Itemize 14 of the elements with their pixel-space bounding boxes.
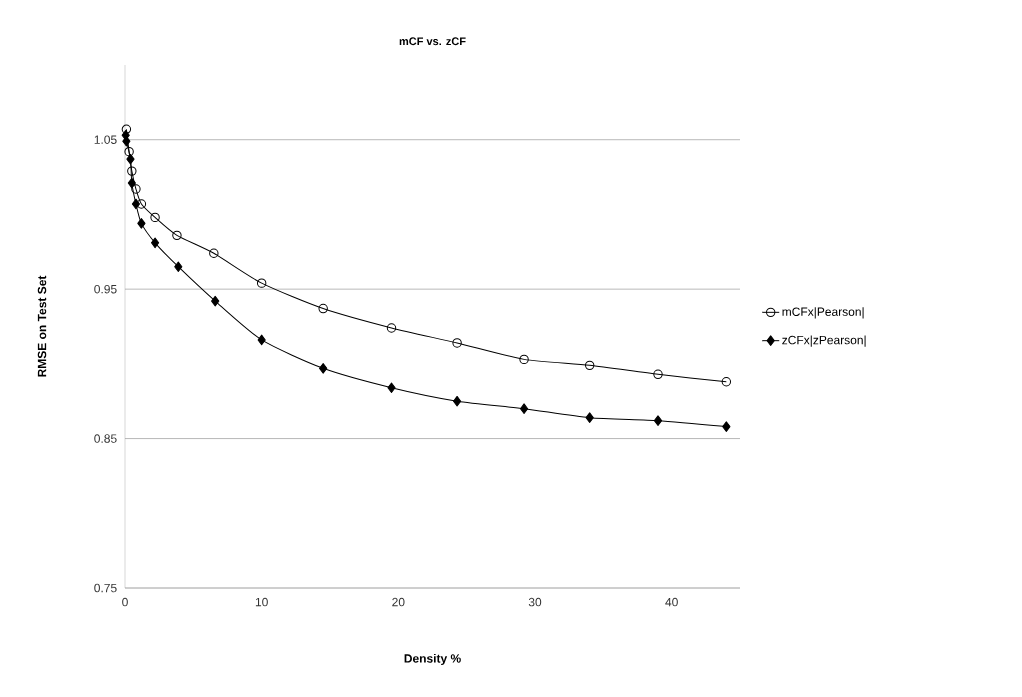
x-tick-label: 10 xyxy=(255,597,268,607)
y-tick-label: 0.75 xyxy=(94,583,117,593)
y-tick-label: 0.95 xyxy=(94,284,117,294)
legend-label: zCFx|zPearson| xyxy=(782,335,866,347)
chart-title: mCF vs. zCF xyxy=(399,37,466,46)
x-tick-label: 0 xyxy=(122,597,128,607)
legend-label: mCFx|Pearson| xyxy=(782,307,864,319)
y-tick-label: 1.05 xyxy=(94,135,117,144)
y-axis-title: RMSE on Test Set xyxy=(37,275,47,377)
x-tick-label: 40 xyxy=(665,597,678,607)
x-tick-label: 20 xyxy=(392,597,405,607)
x-axis-title: Density % xyxy=(404,653,461,666)
y-tick-label: 0.85 xyxy=(94,434,117,443)
x-tick-label: 30 xyxy=(528,597,542,607)
